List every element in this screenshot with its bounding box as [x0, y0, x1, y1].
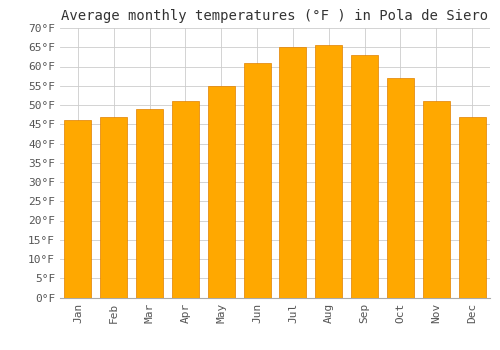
- Bar: [172, 101, 199, 297]
- Bar: [244, 63, 270, 298]
- Bar: [64, 120, 92, 298]
- Bar: [136, 109, 163, 298]
- Bar: [387, 78, 414, 298]
- Bar: [351, 55, 378, 298]
- Bar: [100, 117, 127, 298]
- Bar: [316, 45, 342, 298]
- Bar: [458, 117, 485, 298]
- Bar: [280, 47, 306, 298]
- Bar: [208, 86, 234, 298]
- Bar: [423, 101, 450, 297]
- Title: Average monthly temperatures (°F ) in Pola de Siero: Average monthly temperatures (°F ) in Po…: [62, 9, 488, 23]
